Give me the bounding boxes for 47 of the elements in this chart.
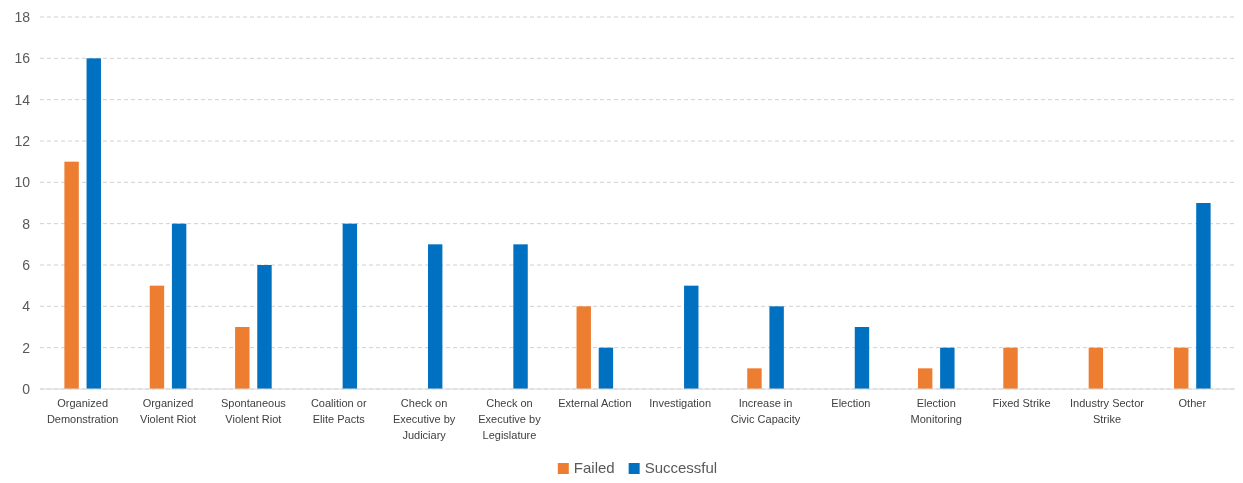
- bar: [1174, 347, 1189, 389]
- y-tick-label: 14: [14, 91, 31, 108]
- bar: [427, 244, 443, 389]
- bar: [1003, 347, 1018, 389]
- bar: [235, 327, 250, 389]
- x-tick-label: Industry Sector Strike: [1069, 397, 1145, 425]
- bar: [598, 347, 614, 389]
- y-tick-label: 12: [14, 132, 31, 149]
- bar: [747, 368, 762, 389]
- bar: [513, 244, 528, 389]
- x-tick-label: Other: [1178, 397, 1207, 409]
- legend-label: Successful: [644, 459, 718, 476]
- bar: [171, 223, 187, 389]
- y-tick-label: 10: [14, 174, 31, 191]
- x-tick-label: Increase in Civic Capacity: [730, 397, 801, 425]
- bar: [1196, 203, 1211, 389]
- bar: [940, 347, 955, 389]
- legend-label: Failed: [573, 459, 615, 476]
- bar: [854, 327, 870, 389]
- bar: [769, 306, 784, 389]
- x-tick-label: Check on Executive by Legislature: [478, 397, 542, 441]
- x-tick-label: Fixed Strike: [992, 397, 1051, 409]
- x-tick-label: External Action: [558, 397, 632, 409]
- y-tick-label: 16: [14, 50, 31, 67]
- bar: [342, 223, 358, 389]
- bar: [684, 285, 699, 389]
- y-tick-label: 4: [22, 298, 31, 315]
- x-tick-label: Organized Violent Riot: [140, 397, 197, 425]
- bar: [86, 58, 101, 389]
- x-tick-label: Investigation: [649, 397, 712, 409]
- x-tick-label: Election: [831, 397, 871, 409]
- y-tick-label: 6: [22, 256, 31, 273]
- bar: [1088, 347, 1104, 389]
- y-tick-label: 0: [22, 380, 31, 397]
- y-tick-label: 2: [22, 339, 31, 356]
- bar: [257, 265, 272, 389]
- y-tick-label: 8: [22, 215, 31, 232]
- x-tick-label: Election Monitoring: [910, 397, 962, 425]
- bar: [917, 368, 933, 389]
- bar: [64, 161, 79, 389]
- x-tick-label: Spontaneous Violent Riot: [220, 397, 287, 425]
- x-tick-label: Organized Demonstration: [46, 397, 119, 425]
- bar: [576, 306, 591, 389]
- x-tick-label: Check on Executive by Judiciary: [392, 397, 456, 441]
- y-tick-label: 18: [14, 8, 31, 25]
- x-tick-label: Coalition or Elite Pacts: [310, 397, 367, 425]
- bar: [149, 285, 165, 389]
